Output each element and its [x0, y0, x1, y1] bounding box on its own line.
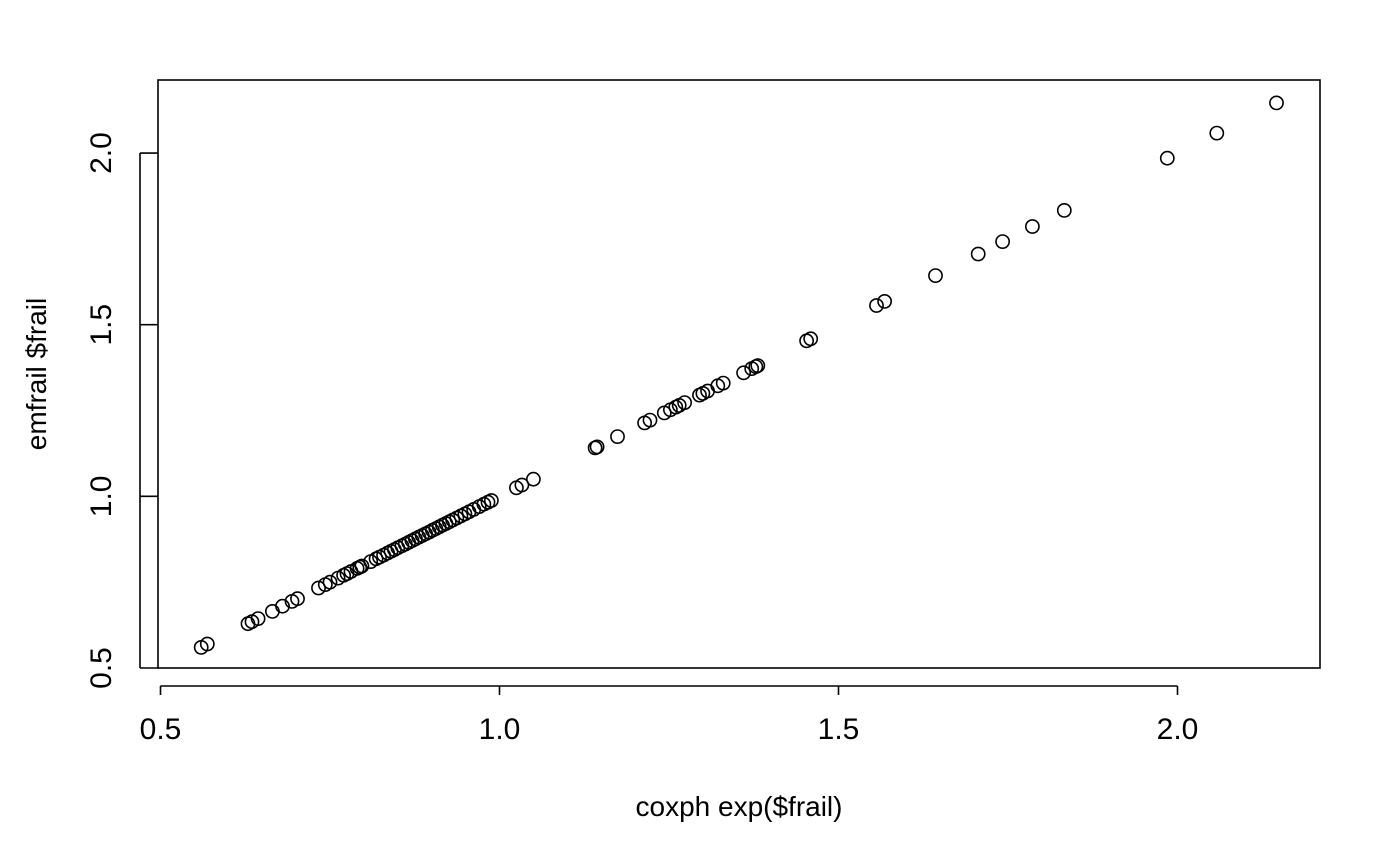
data-point [642, 412, 658, 428]
data-point [275, 598, 290, 614]
data-point [322, 574, 338, 590]
data-point [715, 375, 731, 391]
x-axis: 0.5 1.0 1.5 2.0 [140, 685, 1199, 746]
x-tick-label: 2.0 [1157, 713, 1199, 746]
y-tick-label: 1.5 [85, 304, 118, 346]
data-point [928, 268, 943, 283]
data-point [736, 365, 751, 381]
data-point [803, 331, 819, 347]
data-points [193, 95, 1284, 655]
data-point [610, 429, 625, 444]
y-tick-label: 0.5 [85, 647, 118, 689]
y-tick-label: 2.0 [85, 132, 118, 174]
data-point [290, 591, 305, 607]
data-point [869, 298, 884, 313]
data-point [311, 580, 326, 596]
y-tick-label: 1.0 [85, 475, 118, 517]
x-tick-label: 1.5 [818, 713, 860, 746]
x-axis-title: coxph exp($frail) [636, 791, 843, 822]
data-point [199, 636, 215, 652]
data-point [250, 611, 266, 626]
data-point [1209, 125, 1225, 141]
data-point [264, 604, 280, 619]
data-point [877, 293, 892, 309]
x-tick-label: 0.5 [140, 713, 182, 746]
x-tick-label: 1.0 [479, 713, 521, 746]
data-point [514, 477, 530, 493]
plot-frame [157, 79, 1321, 669]
data-point [995, 234, 1010, 249]
y-axis: 0.5 1.0 1.5 2.0 [85, 132, 158, 689]
data-point [1056, 202, 1072, 218]
data-point [1269, 95, 1284, 111]
data-point [1159, 150, 1175, 166]
y-axis-title: emfrail $frail [21, 298, 52, 450]
data-point [354, 558, 370, 574]
data-point [970, 246, 986, 262]
data-point [700, 383, 715, 399]
data-point [483, 493, 499, 508]
data-point [677, 395, 692, 410]
data-point [750, 358, 766, 373]
data-point [589, 439, 605, 455]
data-point [1025, 219, 1040, 234]
data-point [526, 471, 541, 487]
